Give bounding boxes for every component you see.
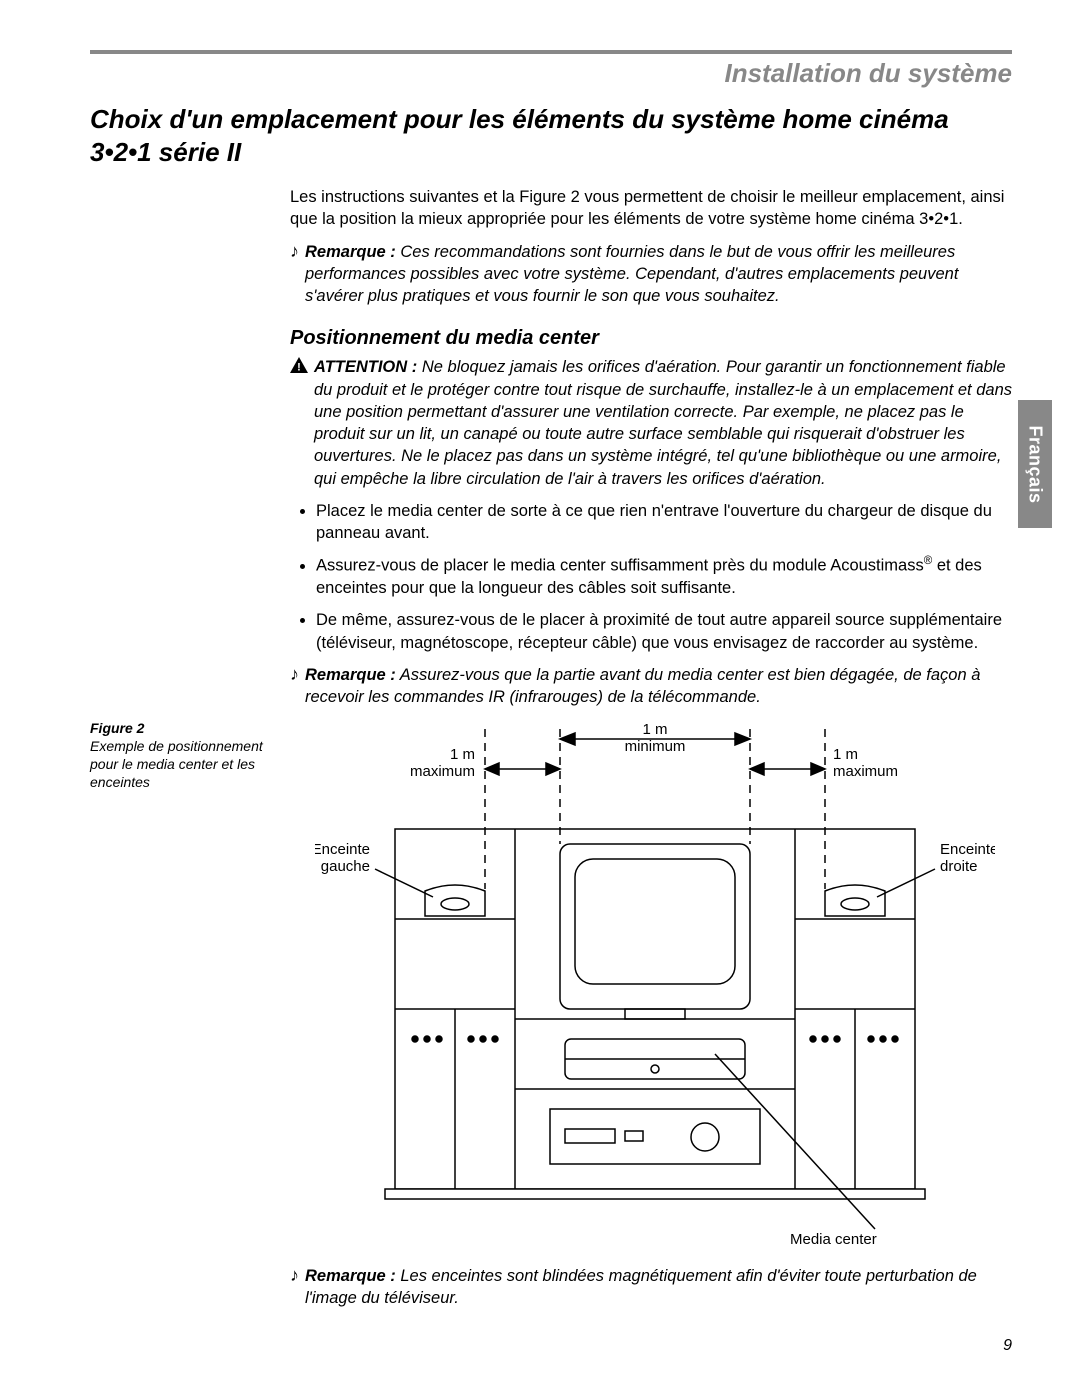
figure-caption: Figure 2 Exemple de positionnement pour … [90, 719, 280, 792]
svg-text:Enceinte: Enceinte [315, 841, 370, 858]
page: Installation du système Choix d'un empla… [0, 0, 1080, 1397]
language-tab-label: Français [1025, 425, 1046, 503]
note-2: ♪ Remarque : Assurez-vous que la partie … [290, 664, 1012, 709]
subheading: Positionnement du media center [290, 327, 1012, 350]
header-rule [90, 50, 1012, 54]
note-1-text: Remarque : Ces recommandations sont four… [305, 241, 1012, 308]
music-note-icon: ♪ [290, 241, 299, 262]
section-title: Installation du système [90, 58, 1012, 89]
body-column: Les instructions suivantes et la Figure … [290, 186, 1012, 709]
positioning-diagram: 1 m minimum 1 m maximum 1 m maximum Ence… [315, 719, 995, 1259]
figure-svg: 1 m minimum 1 m maximum 1 m maximum Ence… [298, 719, 1012, 1259]
svg-text:1 m: 1 m [642, 721, 667, 738]
list-item: Assurez-vous de placer le media center s… [316, 554, 1012, 599]
figure-row: Figure 2 Exemple de positionnement pour … [90, 719, 1012, 1259]
svg-text:1 m: 1 m [450, 746, 475, 763]
svg-text:1 m: 1 m [833, 746, 858, 763]
svg-text:maximum: maximum [410, 763, 475, 780]
figure-description: Exemple de positionnement pour le media … [90, 737, 280, 792]
svg-text:gauche: gauche [321, 858, 370, 875]
svg-text:maximum: maximum [833, 763, 898, 780]
music-note-icon: ♪ [290, 664, 299, 685]
list-item: De même, assurez-vous de le placer à pro… [316, 609, 1012, 654]
intro-paragraph: Les instructions suivantes et la Figure … [290, 186, 1012, 231]
page-heading: Choix d'un emplacement pour les éléments… [90, 103, 1012, 168]
music-note-icon: ♪ [290, 1265, 299, 1286]
left-speaker [425, 885, 485, 916]
list-item: Placez le media center de sorte à ce que… [316, 500, 1012, 545]
note-2-text: Remarque : Assurez-vous que la partie av… [305, 664, 1012, 709]
figure-label: Figure 2 [90, 719, 280, 737]
note-3-text: Remarque : Les enceintes sont blindées m… [305, 1265, 1012, 1310]
warning-icon: ! [290, 356, 308, 378]
attention-text: ATTENTION : Ne bloquez jamais les orific… [314, 356, 1012, 490]
note-3: ♪ Remarque : Les enceintes sont blindées… [290, 1265, 1012, 1310]
attention-block: ! ATTENTION : Ne bloquez jamais les orif… [290, 356, 1012, 490]
svg-text:droite: droite [940, 858, 978, 875]
svg-text:Enceinte: Enceinte [940, 841, 995, 858]
svg-text:minimum: minimum [625, 738, 686, 755]
right-speaker [825, 885, 885, 916]
note-1: ♪ Remarque : Ces recommandations sont fo… [290, 241, 1012, 308]
svg-text:Media center: Media center [790, 1231, 877, 1248]
page-number: 9 [1003, 1337, 1012, 1355]
note-3-wrap: ♪ Remarque : Les enceintes sont blindées… [290, 1265, 1012, 1310]
bullet-list: Placez le media center de sorte à ce que… [290, 500, 1012, 654]
svg-text:!: ! [297, 362, 301, 374]
language-tab: Français [1018, 400, 1052, 528]
